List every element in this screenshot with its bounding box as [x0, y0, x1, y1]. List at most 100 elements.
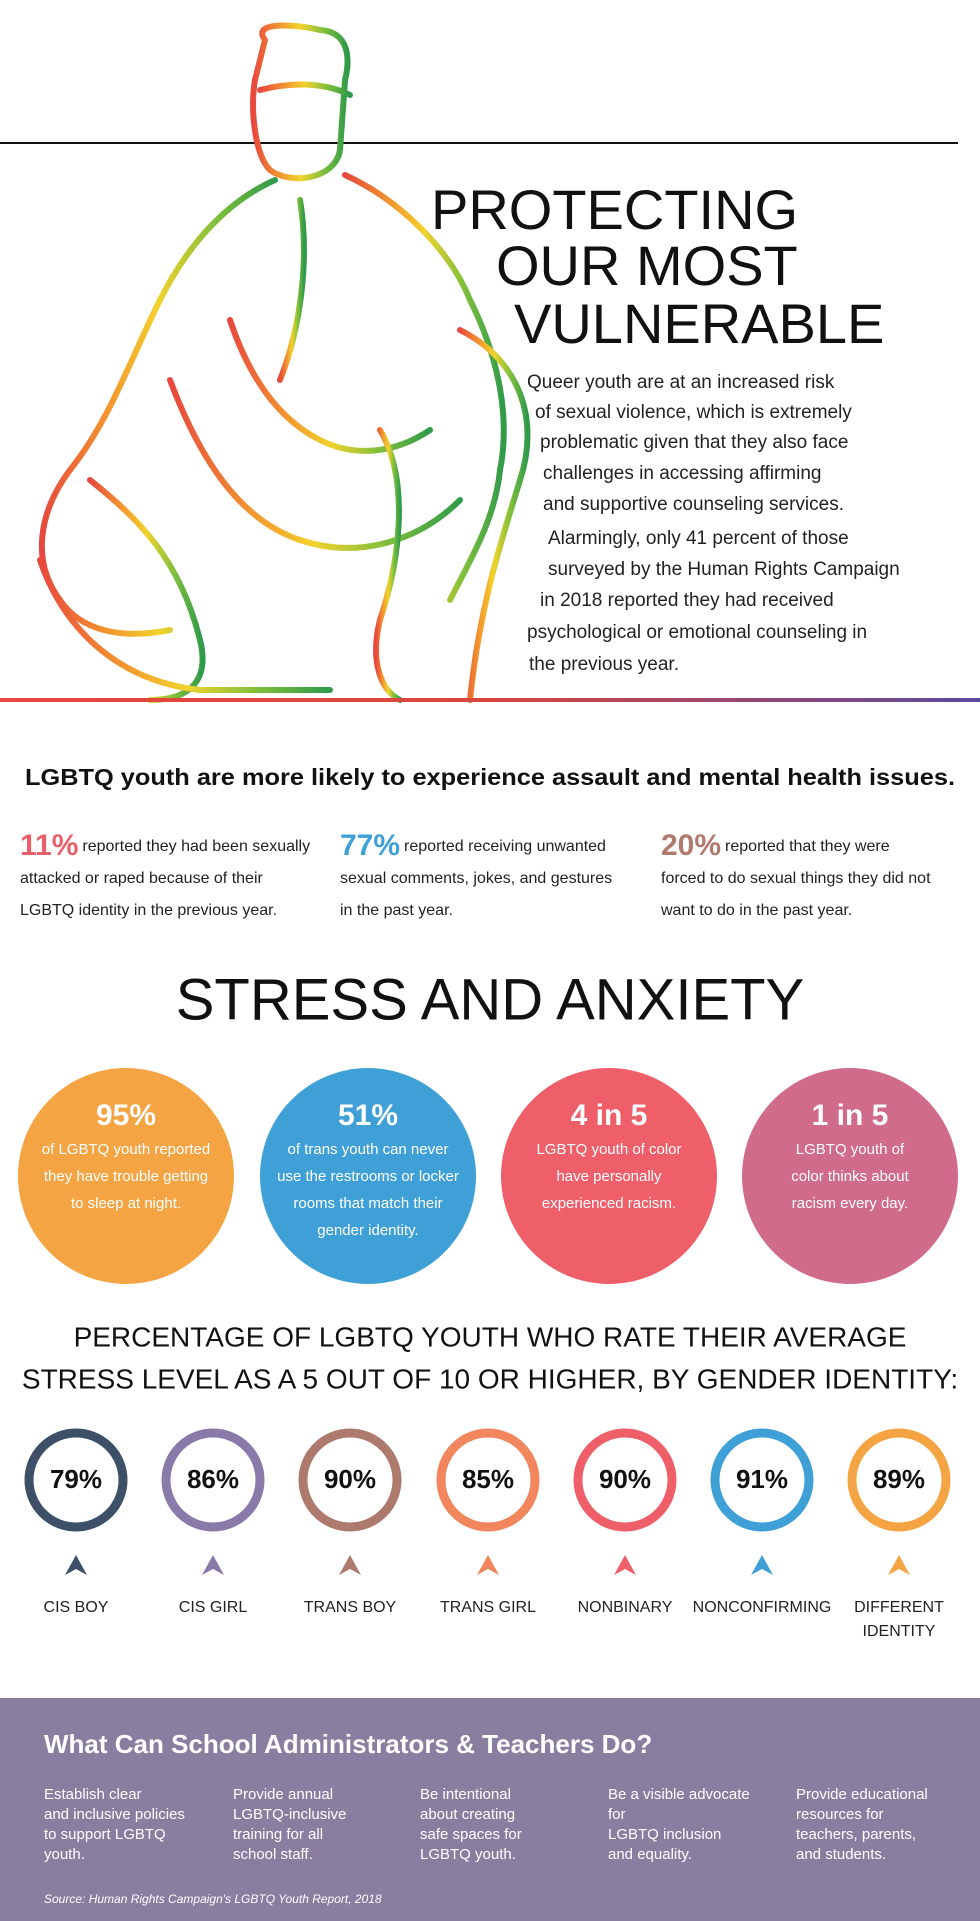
action-line: Establish clear: [44, 1786, 142, 1803]
action-line: safe spaces for: [420, 1826, 522, 1843]
title-line: VULNERABLE: [514, 292, 884, 355]
stat-line: attacked or raped because of their: [20, 870, 263, 887]
ring-value: 86%: [187, 1464, 239, 1494]
stat-line: LGBTQ identity in the previous year.: [20, 902, 277, 919]
rainbow-rule: [0, 698, 980, 702]
stat-text: sexual comments, jokes, and gestures: [340, 870, 612, 887]
ring-value: 90%: [599, 1464, 651, 1494]
actions-panel: [0, 1698, 980, 1921]
stat-text: want to do in the past year.: [660, 902, 852, 919]
circle-text: rooms that match their: [293, 1195, 442, 1212]
circle-text: LGBTQ youth of: [796, 1141, 905, 1158]
action-line: LGBTQ inclusion: [608, 1826, 721, 1843]
stat-circle: [260, 1068, 476, 1284]
panel-heading: What Can School Administrators & Teacher…: [44, 1729, 652, 1759]
stat-line: 11% reported they had been sexually: [20, 829, 310, 862]
intro-line: Alarmingly, only 41 percent of those: [548, 528, 849, 549]
stat-line: forced to do sexual things they did not: [661, 870, 931, 887]
source-note: Source: Human Rights Campaign's LGBTQ Yo…: [44, 1892, 382, 1906]
action-line: Provide educational: [796, 1786, 928, 1803]
intro-line: in 2018 reported they had received: [540, 590, 834, 611]
stat-ring: [710, 1428, 814, 1532]
circle-text: LGBTQ youth of color: [536, 1141, 681, 1158]
stat-ring: [436, 1428, 540, 1532]
stat-text: LGBTQ identity in the previous year.: [20, 902, 277, 919]
action-line: for: [608, 1806, 626, 1823]
stat-ring: [161, 1428, 265, 1532]
circle-text: gender identity.: [317, 1222, 418, 1239]
section-heading: STRESS AND ANXIETY: [176, 967, 805, 1032]
intro-line: problematic given that they also face: [540, 432, 848, 453]
stat-ring: [24, 1428, 128, 1532]
action-line: LGBTQ youth.: [420, 1846, 516, 1863]
ring-value: 79%: [50, 1464, 102, 1494]
circle-text: of LGBTQ youth reported: [42, 1141, 210, 1158]
stat-value: 20%: [661, 829, 721, 862]
action-line: about creating: [420, 1806, 515, 1823]
section-heading: STRESS LEVEL AS A 5 OUT OF 10 OR HIGHER,…: [22, 1363, 958, 1394]
pointer: [65, 1555, 87, 1575]
title-line: OUR MOST: [496, 234, 798, 297]
circle-text: color thinks about: [791, 1168, 909, 1185]
circle-text: have personally: [556, 1168, 662, 1185]
stat-value: 77%: [340, 829, 400, 862]
pointer: [888, 1555, 910, 1575]
stat-circle: [501, 1068, 717, 1284]
ring-label: CIS GIRL: [179, 1599, 248, 1616]
action-line: to support LGBTQ: [44, 1826, 166, 1843]
section-heading: LGBTQ youth are more likely to experienc…: [25, 764, 955, 790]
circle-text: of trans youth can never: [288, 1141, 449, 1158]
action-line: and inclusive policies: [44, 1806, 185, 1823]
circle-text: experienced racism.: [542, 1195, 676, 1212]
intro-line: challenges in accessing affirming: [543, 463, 821, 484]
pointer: [339, 1555, 361, 1575]
stat-line: 77% reported receiving unwanted: [340, 829, 606, 862]
stat-ring: [298, 1428, 402, 1532]
ring-label: DIFFERENT: [854, 1599, 944, 1616]
stat-text: reported they had been sexually: [82, 838, 310, 855]
ring-label: TRANS BOY: [304, 1599, 397, 1616]
action-line: Be a visible advocate: [608, 1786, 750, 1803]
ring-label: NONCONFIRMING: [693, 1599, 832, 1616]
stat-line: want to do in the past year.: [660, 902, 852, 919]
action-line: and equality.: [608, 1846, 692, 1863]
action-line: school staff.: [233, 1846, 313, 1863]
stat-circle: [18, 1068, 234, 1284]
pointer: [477, 1555, 499, 1575]
pointer: [751, 1555, 773, 1575]
stat-ring: [847, 1428, 951, 1532]
ring-value: 91%: [736, 1464, 788, 1494]
stat-text: in the past year.: [340, 902, 453, 919]
ring-label: TRANS GIRL: [440, 1599, 536, 1616]
circle-text: to sleep at night.: [71, 1195, 181, 1212]
circle-text: use the restrooms or locker: [277, 1168, 459, 1185]
circle-value: 51%: [338, 1099, 398, 1132]
section-heading: PERCENTAGE OF LGBTQ YOUTH WHO RATE THEIR…: [74, 1321, 907, 1352]
stat-value: 11%: [20, 829, 78, 862]
intro-line: surveyed by the Human Rights Campaign: [548, 559, 900, 580]
intro-line: and supportive counseling services.: [543, 494, 844, 515]
action-line: teachers, parents,: [796, 1826, 916, 1843]
ring-value: 85%: [462, 1464, 514, 1494]
stat-line: 20% reported that they were: [661, 829, 890, 862]
circle-value: 4 in 5: [571, 1099, 648, 1132]
action-line: resources for: [796, 1806, 884, 1823]
figure-illustration: [37, 22, 531, 703]
circle-text: they have trouble getting: [44, 1168, 208, 1185]
ring-label: CIS BOY: [44, 1599, 109, 1616]
circle-value: 95%: [96, 1099, 156, 1132]
action-line: Be intentional: [420, 1786, 511, 1803]
stat-line: sexual comments, jokes, and gestures: [340, 870, 612, 887]
stat-text: forced to do sexual things they did not: [661, 870, 931, 887]
stat-text: reported that they were: [725, 838, 890, 855]
intro-line: the previous year.: [529, 654, 679, 675]
stat-text: attacked or raped because of their: [20, 870, 263, 887]
action-line: Provide annual: [233, 1786, 333, 1803]
ring-value: 89%: [873, 1464, 925, 1494]
circle-value: 1 in 5: [812, 1099, 889, 1132]
stat-line: in the past year.: [340, 902, 453, 919]
action-line: and students.: [796, 1846, 886, 1863]
action-line: LGBTQ-inclusive: [233, 1806, 346, 1823]
